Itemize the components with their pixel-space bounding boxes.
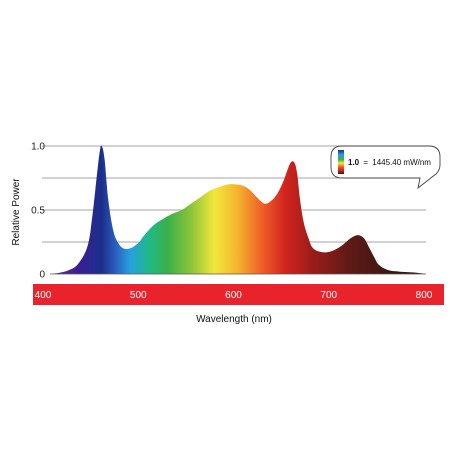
wavelength-band xyxy=(33,284,444,305)
x-tick-label: 800 xyxy=(416,290,433,301)
y-tick-label: 1.0 xyxy=(31,142,45,153)
y-axis-label: Relative Power xyxy=(11,178,22,246)
x-tick-label: 400 xyxy=(35,290,52,301)
spectrum-area xyxy=(50,145,426,274)
x-tick-label: 700 xyxy=(320,290,337,301)
legend-color-bar xyxy=(338,150,344,174)
legend-callout xyxy=(330,145,441,190)
y-tick-labels: 0 0.5 1.0 xyxy=(31,142,45,281)
x-axis-label: Wavelength (nm) xyxy=(196,314,272,325)
legend-text: 1.0 = 1445.40 mW/nm xyxy=(348,158,431,167)
x-tick-label: 600 xyxy=(225,290,242,301)
legend-equals: = xyxy=(363,158,368,167)
legend: 1.0 = 1445.40 mW/nm xyxy=(330,145,441,190)
y-tick-label: 0.5 xyxy=(31,206,45,217)
legend-value-bold: 1.0 xyxy=(348,158,360,167)
x-tick-labels: 400 500 600 700 800 xyxy=(35,290,433,301)
x-tick-label: 500 xyxy=(130,290,147,301)
y-tick-label: 0 xyxy=(39,270,45,281)
legend-value-text: 1445.40 mW/nm xyxy=(372,158,431,167)
